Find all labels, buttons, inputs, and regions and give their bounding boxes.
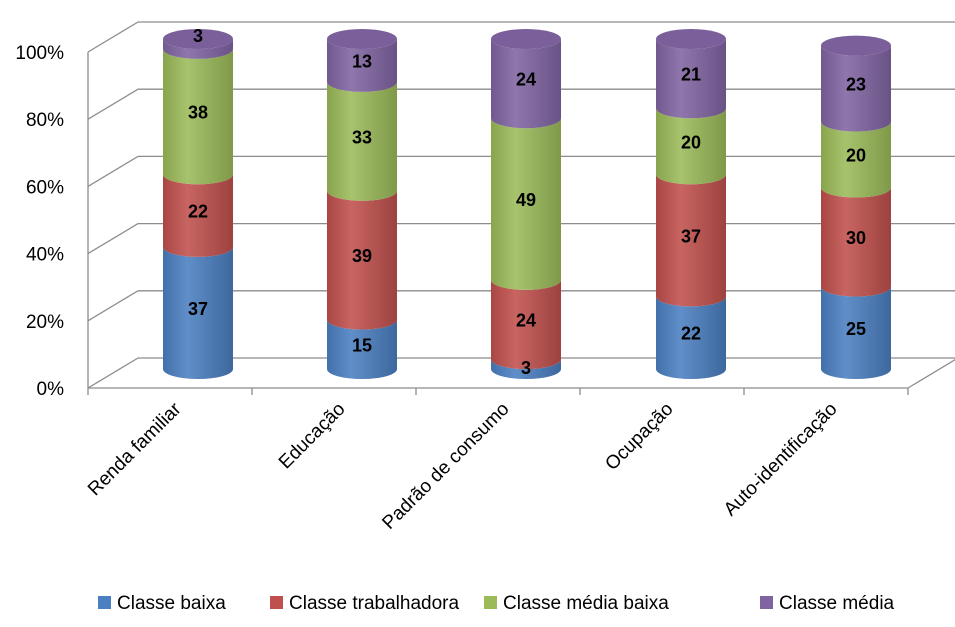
bar-segment [491,359,561,379]
bar-segment [163,246,233,379]
bar-segment [491,118,561,290]
data-label: 37 [681,226,701,246]
bar-segment [656,296,726,379]
data-label: 49 [516,190,536,210]
floor-edge [907,359,955,389]
side-wall-gridline [87,155,139,187]
legend-label: Classe média baixa [503,593,669,614]
data-label: 30 [846,228,866,248]
y-tick-label: 0% [37,379,65,400]
side-wall-gridline [87,223,139,255]
data-label: 20 [846,146,866,166]
data-label: 24 [516,70,536,90]
bar-segment [821,45,891,132]
data-label: 13 [352,51,372,71]
y-tick-label: 80% [26,110,64,131]
data-label: 21 [681,65,701,85]
data-label: 22 [188,202,208,222]
bar-segment [821,286,891,379]
bar-top-cap [656,29,726,49]
x-tick-label: Padrão de consumo [378,399,513,534]
data-label: 24 [516,311,536,331]
bar-segment [656,174,726,307]
bars-layer [163,29,891,379]
data-label: 3 [193,26,203,46]
bar-segment [327,319,397,379]
legend-swatch [98,596,111,609]
bar-segment [163,39,233,59]
data-label: 39 [352,246,372,266]
bar-segment [327,190,397,330]
data-label: 37 [188,299,208,319]
x-tick-label: Auto-identificação [720,399,842,521]
bar-segment [327,81,397,201]
data-label: 33 [352,127,372,147]
bar-top-cap [327,29,397,49]
legend-swatch [270,596,283,609]
data-labels-layer: 37 22 38 3 15 39 33 13 3 24 49 24 22 37 20 21 25 30 20 23 [188,26,866,378]
data-label: 15 [352,335,372,355]
bar-top-cap [491,29,561,49]
bar-segment [163,174,233,257]
bar-segment [656,39,726,119]
data-label: 25 [846,319,866,339]
side-wall-gridline [87,290,139,322]
y-tick-label: 60% [26,177,64,198]
legend-swatch [484,596,497,609]
y-tick-label: 100% [15,43,64,64]
x-tick-label: Educação [275,399,350,474]
x-tick-label: Ocupação [601,399,677,475]
legend-label: Classe baixa [117,593,226,614]
data-label: 20 [681,132,701,152]
axis-layer: 0% 20% 40% 60% 80% 100% Renda familiar Educação… [15,43,909,534]
side-wall-gridline [87,21,139,53]
bar-segment [327,39,397,92]
data-label: 38 [188,103,208,123]
bar-segment [491,279,561,370]
legend: Classe baixa Classe trabalhadora Classe mé… [98,593,895,614]
data-label: 3 [521,358,531,378]
data-label: 22 [681,324,701,344]
y-tick-label: 20% [26,312,64,333]
bar-top-cap [821,35,891,56]
bar-top-cap [163,29,233,49]
y-tick-label: 40% [26,245,64,266]
data-label: 23 [846,75,866,95]
legend-label: Classe trabalhadora [289,593,459,614]
x-tick-label: Renda familiar [84,398,186,500]
legend-swatch [760,596,773,609]
side-wall-gridline [87,357,139,389]
bar-segment [656,108,726,185]
bar-segment [163,48,233,185]
bar-segment [821,121,891,198]
legend-label: Classe média [779,593,895,614]
bar-segment [491,39,561,129]
bar-segment [821,187,891,297]
side-wall-gridline [87,88,139,120]
